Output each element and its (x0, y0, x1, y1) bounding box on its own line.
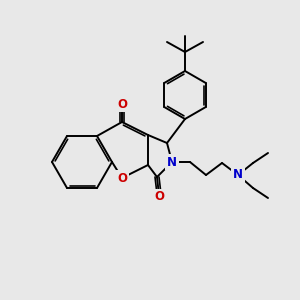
Text: N: N (167, 155, 177, 169)
Text: N: N (233, 169, 243, 182)
Text: O: O (154, 190, 164, 203)
Text: O: O (117, 172, 127, 184)
Text: O: O (117, 98, 127, 110)
